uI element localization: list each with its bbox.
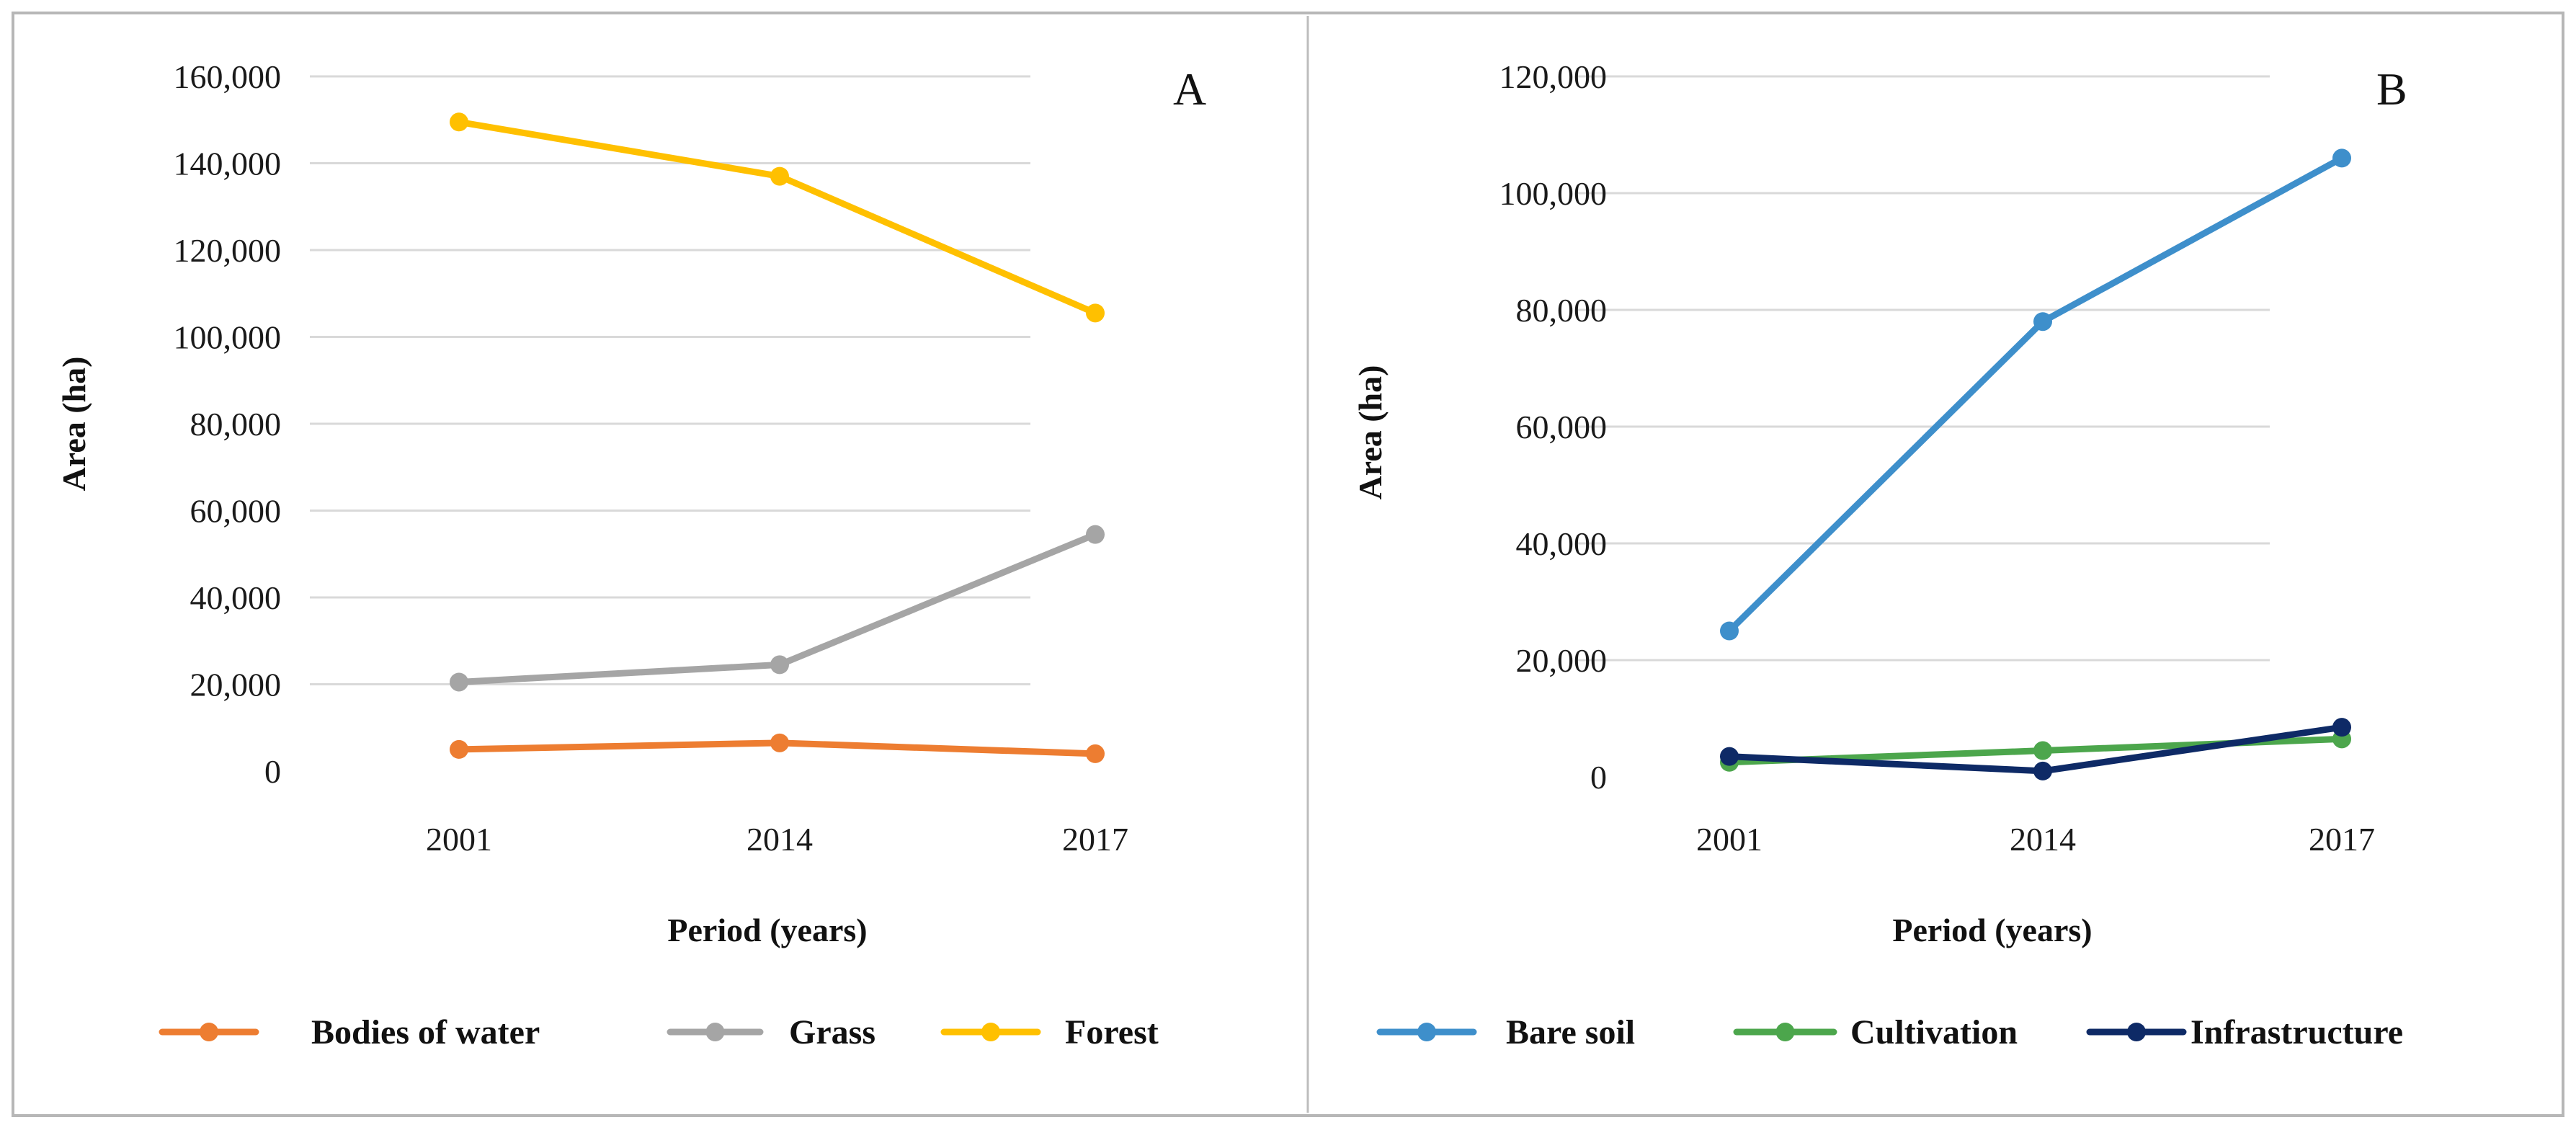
y-tick-label: 60,000 <box>190 493 282 530</box>
data-point <box>2033 312 2052 332</box>
legend-marker <box>2127 1023 2146 1041</box>
x-tick-label: 2014 <box>746 821 813 858</box>
legend-label: Grass <box>789 1013 875 1051</box>
data-point <box>450 739 468 759</box>
data-point <box>2332 148 2351 168</box>
y-tick-label: 100,000 <box>174 319 282 356</box>
data-point <box>2332 718 2351 737</box>
x-tick-label: 2001 <box>426 821 492 858</box>
legend-marker <box>200 1023 218 1041</box>
data-point <box>770 655 789 675</box>
data-point <box>450 112 468 132</box>
legend-marker <box>981 1023 1000 1041</box>
y-axis-title: Area (ha) <box>55 357 92 491</box>
data-point <box>1720 747 1739 766</box>
x-tick-label: 2014 <box>2010 821 2076 858</box>
y-tick-label: 120,000 <box>1499 58 1608 95</box>
legend-marker <box>705 1023 725 1041</box>
data-point <box>770 733 789 752</box>
legend-label: Forest <box>1065 1013 1159 1051</box>
y-tick-label: 0 <box>264 753 281 790</box>
y-tick-label: 140,000 <box>174 146 282 182</box>
x-axis-title: Period (years) <box>667 912 867 948</box>
y-tick-label: 40,000 <box>190 579 282 616</box>
panel-b: 0 20,000 40,000 60,000 80,000 100,000 120,000 2… <box>1352 58 2407 1051</box>
y-tick-label: 80,000 <box>190 406 282 442</box>
panel-label: B <box>2376 63 2407 115</box>
legend-marker <box>1775 1023 1795 1041</box>
y-tick-label: 20,000 <box>1516 642 1608 679</box>
y-tick-label: 20,000 <box>190 667 282 703</box>
y-tick-label: 60,000 <box>1516 409 1608 445</box>
y-tick-label: 120,000 <box>174 232 282 269</box>
legend-label: Bodies of water <box>311 1013 540 1051</box>
data-point <box>1086 525 1105 544</box>
data-point <box>1720 621 1739 641</box>
data-point <box>450 672 468 692</box>
y-axis-title: Area (ha) <box>1352 365 1389 500</box>
x-tick-label: 2001 <box>1696 821 1762 858</box>
x-tick-label: 2017 <box>2309 821 2375 858</box>
panel-label: A <box>1173 63 1206 115</box>
panel-a: 0 20,000 40,000 60,000 80,000 100,000 120,000 1… <box>55 58 1206 1051</box>
figure-border <box>12 12 2564 1117</box>
y-tick-label: 100,000 <box>1499 175 1608 212</box>
legend-label: Bare soil <box>1506 1013 1635 1051</box>
y-tick-label: 0 <box>1590 759 1607 796</box>
data-point <box>770 166 789 186</box>
data-point <box>2033 741 2052 760</box>
data-point <box>2033 761 2052 780</box>
x-axis-title: Period (years) <box>1892 912 2092 948</box>
data-point <box>1086 303 1105 323</box>
legend-label: Infrastructure <box>2191 1013 2403 1051</box>
data-point <box>1086 744 1105 763</box>
legend-label: Cultivation <box>1850 1013 2018 1051</box>
legend-marker <box>1417 1023 1436 1041</box>
y-tick-label: 160,000 <box>174 58 282 95</box>
y-tick-label: 40,000 <box>1516 525 1608 562</box>
x-tick-label: 2017 <box>1062 821 1128 858</box>
y-tick-label: 80,000 <box>1516 292 1608 329</box>
